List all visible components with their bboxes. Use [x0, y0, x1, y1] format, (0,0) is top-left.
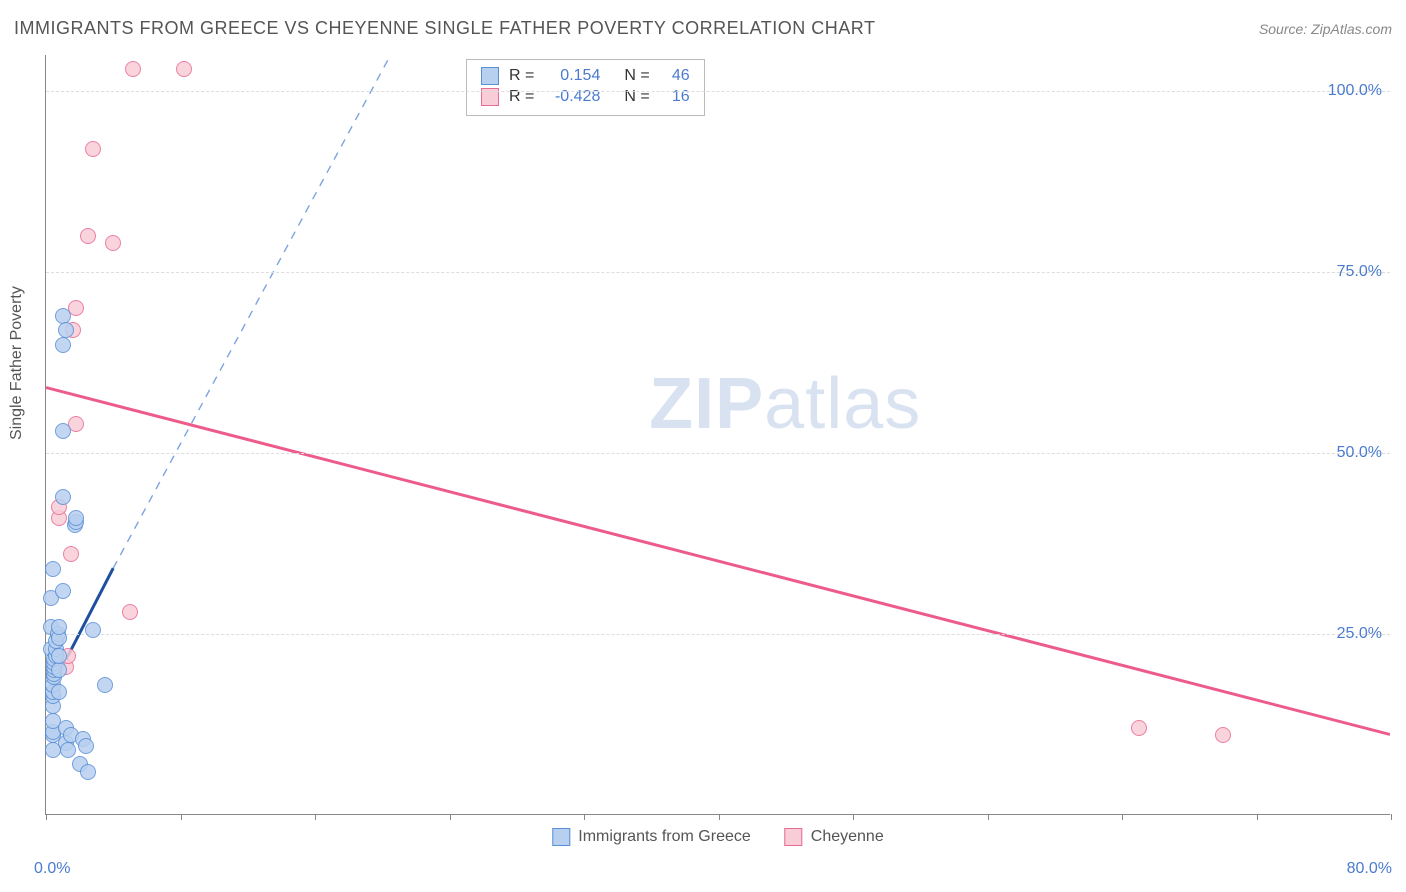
trend-lines-layer	[46, 55, 1390, 814]
series-legend-label: Cheyenne	[811, 828, 884, 846]
data-point	[85, 622, 101, 638]
stats-legend-row: R = 0.154 N = 46	[481, 67, 690, 85]
source-credit: Source: ZipAtlas.com	[1259, 21, 1392, 37]
x-axis-min-label: 0.0%	[34, 860, 70, 878]
data-point	[55, 423, 71, 439]
data-point	[97, 677, 113, 693]
x-tick	[584, 814, 585, 820]
data-point	[51, 648, 67, 664]
legend-swatch	[785, 828, 803, 846]
data-point	[51, 662, 67, 678]
data-point	[60, 742, 76, 758]
y-axis-label: Single Father Poverty	[8, 286, 26, 440]
legend-r-value: 0.154	[544, 67, 600, 85]
data-point	[1131, 720, 1147, 736]
stats-legend: R =0.154N =46R =-0.428N =16	[466, 59, 705, 116]
gridline-h	[46, 634, 1390, 635]
gridline-h	[46, 453, 1390, 454]
data-point	[125, 61, 141, 77]
data-point	[80, 228, 96, 244]
watermark: ZIPatlas	[649, 363, 921, 445]
x-tick	[1122, 814, 1123, 820]
x-tick	[719, 814, 720, 820]
data-point	[85, 141, 101, 157]
data-point	[55, 337, 71, 353]
data-point	[105, 235, 121, 251]
x-tick	[315, 814, 316, 820]
x-tick	[1257, 814, 1258, 820]
y-tick-label: 100.0%	[1328, 82, 1382, 100]
legend-swatch	[552, 828, 570, 846]
legend-swatch	[481, 67, 499, 85]
series-legend-label: Immigrants from Greece	[578, 828, 750, 846]
x-tick	[853, 814, 854, 820]
data-point	[55, 489, 71, 505]
data-point	[45, 561, 61, 577]
y-tick-label: 25.0%	[1337, 625, 1382, 643]
x-tick	[1391, 814, 1392, 820]
source-value: ZipAtlas.com	[1311, 21, 1392, 37]
data-point	[55, 583, 71, 599]
data-point	[51, 684, 67, 700]
chart-title: IMMIGRANTS FROM GREECE VS CHEYENNE SINGL…	[14, 18, 875, 39]
gridline-h	[46, 91, 1390, 92]
source-label: Source:	[1259, 21, 1307, 37]
y-tick-label: 75.0%	[1337, 263, 1382, 281]
data-point	[68, 510, 84, 526]
data-point	[122, 604, 138, 620]
data-point	[55, 308, 71, 324]
legend-r-label: R =	[509, 67, 534, 85]
series-legend: Immigrants from Greece Cheyenne	[552, 828, 883, 846]
data-point	[63, 546, 79, 562]
legend-n-label: N =	[624, 67, 649, 85]
x-tick	[181, 814, 182, 820]
data-point	[176, 61, 192, 77]
legend-n-value: 46	[660, 67, 690, 85]
x-axis-max-label: 80.0%	[1347, 860, 1392, 878]
data-point	[80, 764, 96, 780]
chart-plot-area: ZIPatlas R =0.154N =46R =-0.428N =16 Imm…	[45, 55, 1390, 815]
gridline-h	[46, 272, 1390, 273]
data-point	[58, 322, 74, 338]
series-legend-item: Cheyenne	[785, 828, 884, 846]
x-tick	[46, 814, 47, 820]
x-tick	[450, 814, 451, 820]
series-legend-item: Immigrants from Greece	[552, 828, 750, 846]
x-tick	[988, 814, 989, 820]
watermark-zip: ZIP	[649, 364, 764, 444]
data-point	[78, 738, 94, 754]
data-point	[1215, 727, 1231, 743]
data-point	[51, 619, 67, 635]
header: IMMIGRANTS FROM GREECE VS CHEYENNE SINGL…	[14, 18, 1392, 39]
y-tick-label: 50.0%	[1337, 444, 1382, 462]
watermark-atlas: atlas	[764, 364, 921, 444]
